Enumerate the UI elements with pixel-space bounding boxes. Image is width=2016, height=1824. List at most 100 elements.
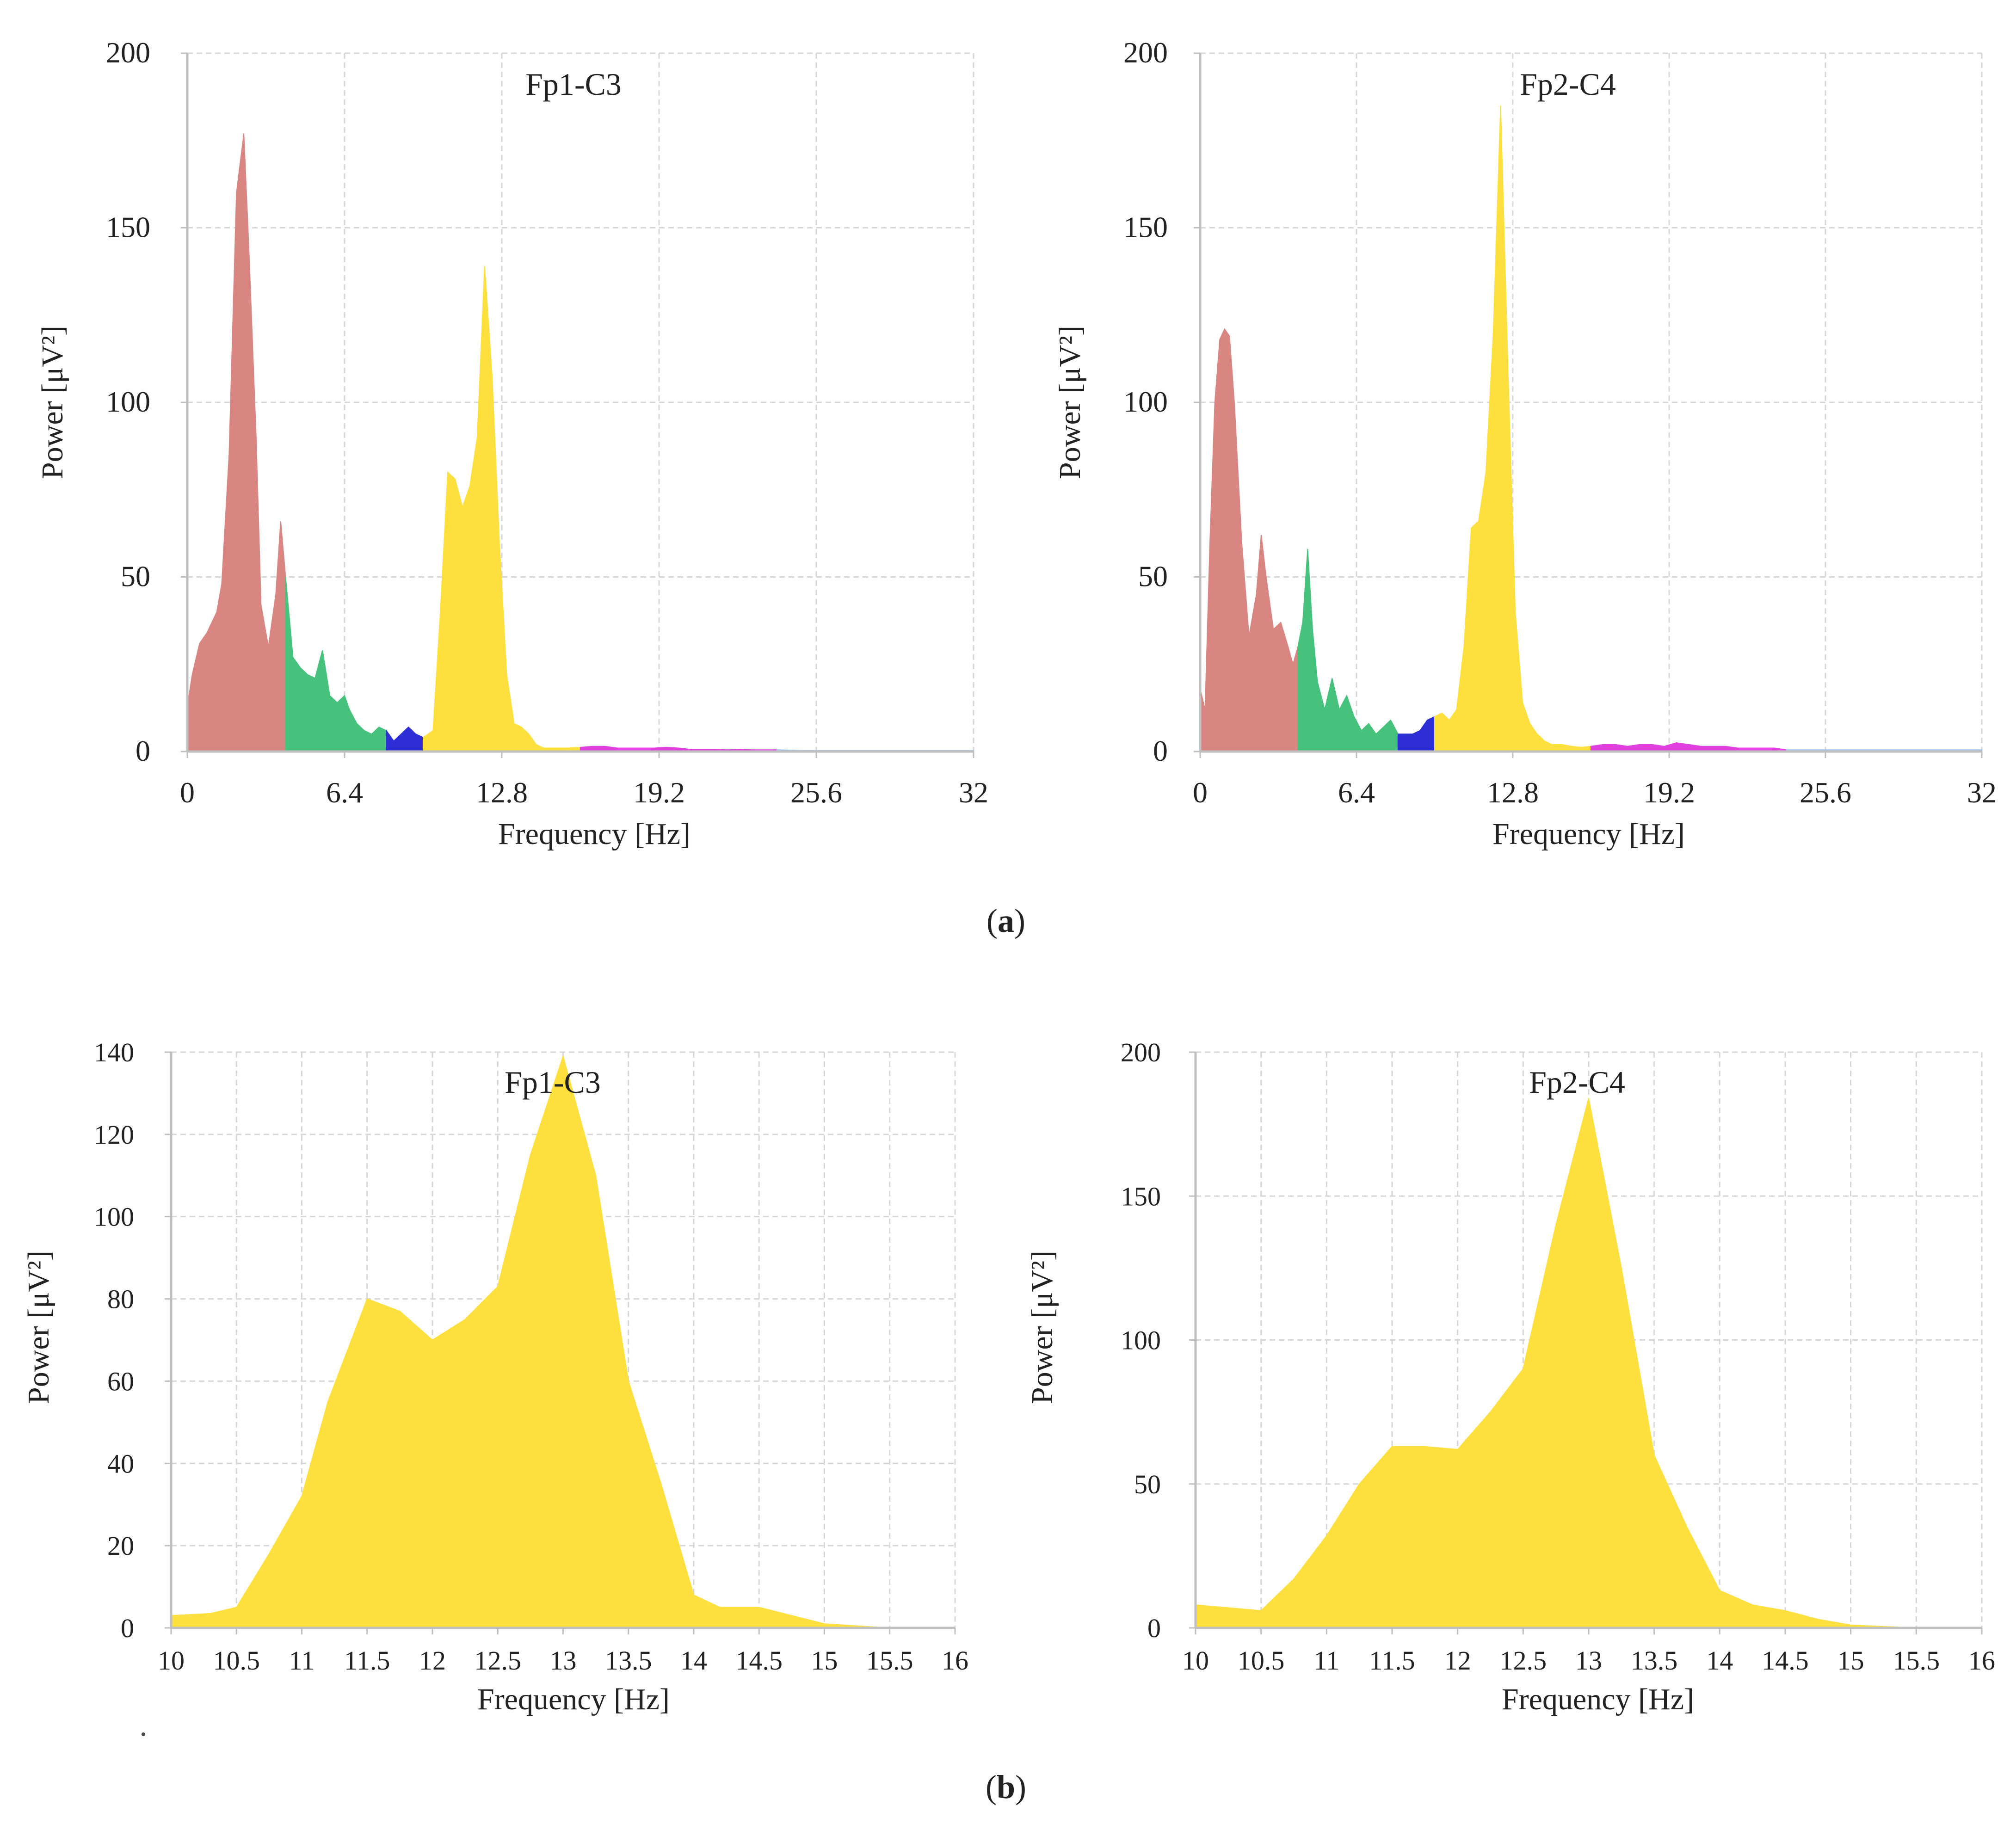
grid xyxy=(187,52,974,752)
axes xyxy=(1194,52,1983,758)
y-tick-label: 150 xyxy=(1123,211,1168,244)
x-tick-label: 25.6 xyxy=(1800,776,1851,809)
area-band-delta xyxy=(187,133,286,752)
chart-title: Fp1-C3 xyxy=(525,67,622,102)
x-tick-labels: 0 6.4 12.8 19.2 25.6 32 xyxy=(180,776,988,809)
x-tick-label: 12.8 xyxy=(1487,776,1539,809)
x-tick-label: 19.2 xyxy=(1643,776,1695,809)
y-tick-label: 120 xyxy=(94,1120,134,1150)
x-tick-label: 11 xyxy=(289,1645,315,1676)
area-band-delta xyxy=(1200,328,1299,752)
axes xyxy=(1189,1051,1983,1634)
y-tick-label: 50 xyxy=(121,560,150,593)
x-tick-label: 12.5 xyxy=(1500,1645,1547,1676)
y-tick-label: 60 xyxy=(107,1366,134,1396)
y-tick-label: 50 xyxy=(1138,560,1168,593)
x-tick-label: 11 xyxy=(1313,1645,1339,1676)
x-tick-label: 15 xyxy=(1837,1645,1864,1676)
y-tick-label: 200 xyxy=(1121,1037,1161,1067)
x-tick-label: 13.5 xyxy=(605,1645,652,1676)
x-tick-label: 6.4 xyxy=(1338,776,1375,809)
y-tick-label: 50 xyxy=(1134,1469,1161,1499)
x-axis-label: Frequency [Hz] xyxy=(1492,817,1685,851)
y-tick-label: 200 xyxy=(106,36,150,69)
grid xyxy=(1200,52,1983,752)
y-tick-label: 100 xyxy=(94,1202,134,1232)
x-tick-label: 32 xyxy=(959,776,988,809)
y-tick-label: 20 xyxy=(107,1531,134,1561)
x-tick-label: 15.5 xyxy=(866,1645,913,1676)
x-tick-label: 11.5 xyxy=(344,1645,390,1676)
x-tick-label: 13 xyxy=(1575,1645,1602,1676)
area-band-beta1 xyxy=(1434,105,1591,752)
x-tick-label: 13.5 xyxy=(1631,1645,1678,1676)
area-band-beta2 xyxy=(580,746,777,752)
chart-title: Fp1-C3 xyxy=(505,1065,601,1100)
y-axis-label: Power [μV²] xyxy=(36,326,69,479)
x-axis-label: Frequency [Hz] xyxy=(1502,1682,1694,1716)
spectrum-area xyxy=(187,133,974,752)
x-tick-label: 14.5 xyxy=(736,1645,783,1676)
x-tick-label: 13 xyxy=(550,1645,577,1676)
area-band-alpha xyxy=(386,726,424,752)
y-tick-label: 80 xyxy=(107,1284,134,1314)
panel-label-b: (b) xyxy=(986,1769,1026,1806)
x-tick-label: 12.8 xyxy=(476,776,528,809)
stray-dot xyxy=(142,1732,145,1736)
spectrum-area xyxy=(1195,1098,1982,1628)
x-axis-label: Frequency [Hz] xyxy=(498,817,690,851)
x-tick-label: 10 xyxy=(158,1645,185,1676)
y-axis-label: Power [μV²] xyxy=(22,1251,55,1404)
y-tick-label: 150 xyxy=(1121,1181,1161,1211)
x-tick-label: 16 xyxy=(1968,1645,1995,1676)
area-band-beta2 xyxy=(1591,742,1787,752)
x-tick-label: 14 xyxy=(1706,1645,1733,1676)
x-tick-label: 32 xyxy=(1967,776,1997,809)
y-tick-label: 40 xyxy=(107,1448,134,1479)
area-band-beta1 xyxy=(423,266,581,752)
x-tick-label: 10.5 xyxy=(213,1645,260,1676)
x-tick-label: 14 xyxy=(680,1645,707,1676)
spectrum-area xyxy=(1200,105,1982,752)
area-band-alpha xyxy=(1397,715,1435,752)
area-band-zoom xyxy=(171,1054,955,1628)
y-tick-label: 100 xyxy=(1121,1325,1161,1356)
x-tick-label: 10.5 xyxy=(1238,1645,1285,1676)
chart-title: Fp2-C4 xyxy=(1520,67,1616,102)
area-band-zoom xyxy=(1195,1098,1982,1628)
y-tick-label: 0 xyxy=(121,1613,134,1643)
x-tick-label: 16 xyxy=(942,1645,968,1676)
x-tick-labels: 10 10.5 11 11.5 12 12.5 13 13.5 14 14.5 15 15.5 16 xyxy=(1182,1645,1995,1676)
y-tick-labels: 0 50 100 150 200 xyxy=(106,36,150,767)
y-tick-label: 0 xyxy=(1147,1613,1161,1643)
y-tick-labels: 0 20 40 60 80 100 120 140 xyxy=(94,1037,134,1643)
axes xyxy=(181,52,974,758)
x-tick-label: 10 xyxy=(1182,1645,1209,1676)
chart-fp2-c4-spectrum: 0 50 100 150 200 0 6.4 12.8 19.2 25.6 32 Fp2-C4 F… xyxy=(1053,36,1997,851)
y-axis-label: Power [μV²] xyxy=(1053,326,1087,479)
axes xyxy=(165,1051,956,1634)
x-tick-label: 11.5 xyxy=(1369,1645,1415,1676)
x-axis-label: Frequency [Hz] xyxy=(477,1682,670,1716)
x-tick-label: 12 xyxy=(1444,1645,1471,1676)
x-tick-label: 14.5 xyxy=(1762,1645,1809,1676)
chart-title: Fp2-C4 xyxy=(1529,1065,1625,1100)
y-tick-label: 150 xyxy=(106,211,150,244)
x-tick-label: 15 xyxy=(811,1645,838,1676)
x-tick-label: 0 xyxy=(1193,776,1208,809)
y-tick-labels: 0 50 100 150 200 xyxy=(1121,1037,1161,1643)
y-tick-labels: 0 50 100 150 200 xyxy=(1123,36,1168,767)
x-tick-label: 19.2 xyxy=(633,776,685,809)
x-tick-label: 12.5 xyxy=(475,1645,522,1676)
area-band-theta xyxy=(285,577,387,752)
y-tick-label: 200 xyxy=(1123,36,1168,69)
x-tick-labels: 0 6.4 12.8 19.2 25.6 32 xyxy=(1193,776,1997,809)
y-tick-label: 140 xyxy=(94,1037,134,1067)
y-tick-label: 100 xyxy=(106,385,150,418)
x-tick-label: 6.4 xyxy=(326,776,363,809)
spectrum-area xyxy=(171,1054,955,1628)
y-tick-label: 0 xyxy=(136,734,150,767)
chart-fp2-c4-zoom: 0 50 100 150 200 10 10.5 11 11.5 12 12.5 13 13.5 14 1… xyxy=(1025,1037,1995,1716)
